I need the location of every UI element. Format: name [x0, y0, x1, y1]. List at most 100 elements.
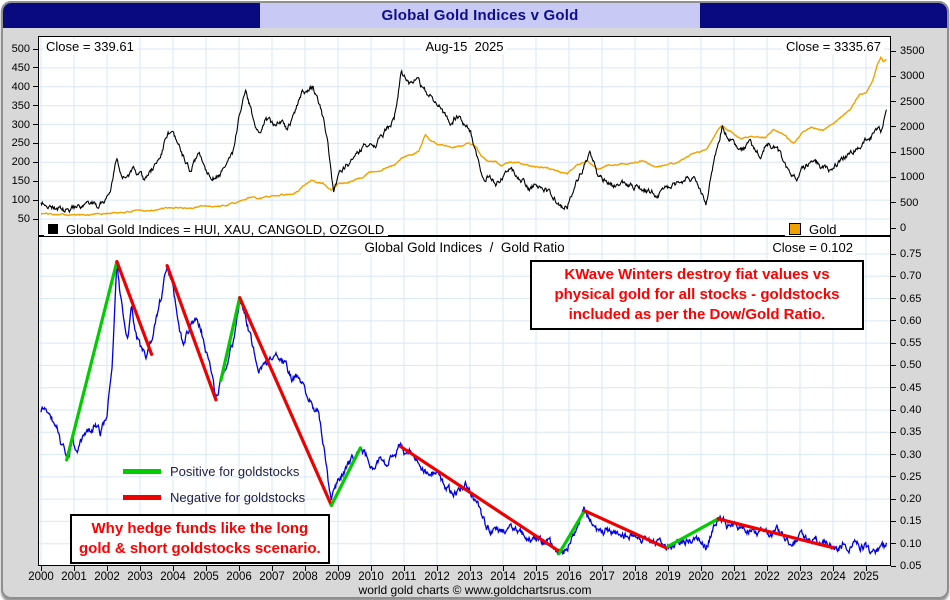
- y-axis-tick-label: 2500: [900, 95, 925, 108]
- y-tick-mark: [891, 498, 896, 500]
- x-tick-mark: [535, 566, 537, 571]
- x-tick-mark: [502, 566, 504, 571]
- x-tick-mark: [634, 566, 636, 571]
- x-tick-mark: [139, 566, 141, 571]
- gold-series-line: [40, 55, 887, 217]
- x-axis-tick-label: 2007: [259, 571, 285, 583]
- x-tick-mark: [601, 566, 603, 571]
- gold-close-label: Close = 3335.67: [38, 39, 884, 54]
- x-axis-tick-label: 2023: [787, 571, 813, 583]
- annotation-line: gold & short goldstocks scenario.: [79, 540, 321, 557]
- copyright-footer: world gold charts © www.goldchartsrus.co…: [358, 583, 592, 597]
- indices-close-label: Close = 339.61: [43, 39, 137, 54]
- y-axis-tick-label: 0.35: [900, 426, 922, 439]
- x-tick-mark: [370, 566, 372, 571]
- x-axis-tick-label: 2002: [94, 571, 120, 583]
- trend-legend-label: Positive for goldstocks: [170, 464, 300, 479]
- y-axis-tick-label: 150: [11, 175, 30, 188]
- x-axis-tick-label: 2020: [688, 571, 714, 583]
- x-tick-mark: [172, 566, 174, 571]
- positive-trend-swatch-icon: [123, 469, 161, 474]
- x-axis-tick-label: 2024: [820, 571, 846, 583]
- y-axis-tick-label: 3500: [900, 45, 925, 57]
- x-tick-mark: [799, 566, 801, 571]
- y-axis-tick-label: 0.45: [900, 381, 922, 394]
- annotation-line: included as per the Dow/Gold Ratio.: [568, 306, 826, 323]
- x-axis-tick-label: 2018: [622, 571, 648, 583]
- date-label: Aug-15 2025: [38, 39, 891, 54]
- x-tick-mark: [832, 566, 834, 571]
- x-tick-mark: [403, 566, 405, 571]
- x-axis-tick-label: 2008: [292, 571, 318, 583]
- annotation-line: physical gold for all stocks - goldstock…: [554, 286, 840, 303]
- x-tick-mark: [865, 566, 867, 571]
- indices-legend: Global Gold Indices = HUI, XAU, CANGOLD,…: [44, 222, 389, 237]
- x-axis-tick-label: 2004: [160, 571, 186, 583]
- y-tick-mark: [891, 454, 896, 456]
- y-axis-tick-label: 400: [11, 80, 30, 93]
- y-tick-mark: [891, 126, 896, 128]
- x-tick-mark: [766, 566, 768, 571]
- positive-trend-legend-item: Positive for goldstocks: [123, 464, 299, 479]
- x-axis-tick-label: 2006: [226, 571, 252, 583]
- y-axis-tick-label: 0: [900, 222, 907, 234]
- negative-trend-line: [716, 517, 835, 550]
- y-tick-mark: [891, 227, 896, 229]
- y-axis-tick-label: 350: [11, 99, 30, 112]
- y-tick-mark: [891, 151, 896, 153]
- annotation-line: KWave Winters destroy fiat values vs: [564, 266, 830, 283]
- x-axis-tick-label: 2021: [721, 571, 747, 583]
- y-tick-mark: [891, 298, 896, 300]
- x-axis-tick-label: 2015: [523, 571, 549, 583]
- title-bar-center: Global Gold Indices v Gold: [260, 3, 700, 28]
- ratio-series-line: [40, 263, 888, 557]
- annotation-line: Why hedge funds like the long: [91, 520, 309, 537]
- x-axis-tick-label: 2022: [754, 571, 780, 583]
- indices-legend-swatch-icon: [48, 224, 58, 234]
- title-bar-right-cap: [700, 3, 947, 28]
- negative-trend-line: [238, 296, 333, 507]
- negative-trend-line: [115, 260, 154, 356]
- y-axis-tick-label: 0.65: [900, 292, 922, 305]
- y-tick-mark: [33, 105, 38, 107]
- y-axis-tick-label: 200: [11, 156, 30, 169]
- y-tick-mark: [33, 180, 38, 182]
- y-axis-tick-label: 250: [11, 137, 30, 150]
- y-tick-mark: [33, 218, 38, 220]
- x-tick-mark: [469, 566, 471, 571]
- x-axis-tick-label: 2000: [28, 571, 54, 583]
- x-axis-tick-label: 2017: [589, 571, 615, 583]
- y-axis-tick-label: 0.50: [900, 359, 922, 372]
- y-axis-tick-label: 1000: [900, 171, 925, 184]
- y-tick-mark: [891, 342, 896, 344]
- y-axis-tick-label: 50: [17, 213, 30, 225]
- y-tick-mark: [33, 86, 38, 88]
- y-axis-tick-label: 1500: [900, 146, 925, 159]
- x-tick-mark: [271, 566, 273, 571]
- negative-trend-line: [582, 509, 668, 550]
- y-tick-mark: [891, 75, 896, 77]
- trend-legend-label: Negative for goldstocks: [170, 490, 306, 505]
- x-tick-mark: [568, 566, 570, 571]
- positive-trend-line: [329, 446, 362, 507]
- y-axis-tick-label: 500: [900, 196, 919, 209]
- x-tick-mark: [436, 566, 438, 571]
- y-tick-mark: [891, 520, 896, 522]
- positive-trend-line: [219, 296, 242, 383]
- y-tick-mark: [33, 124, 38, 126]
- gold-legend-swatch-icon: [789, 223, 801, 235]
- x-axis-tick-label: 2016: [556, 571, 582, 583]
- y-tick-mark: [891, 543, 896, 545]
- x-axis-tick-label: 2025: [853, 571, 879, 583]
- y-axis-tick-label: 0.60: [900, 314, 922, 327]
- top-panel-plot: [38, 36, 891, 236]
- y-axis-tick-label: 0.40: [900, 404, 922, 416]
- bottom-panel-border: [38, 236, 891, 566]
- title-bar-left-cap: [3, 3, 260, 28]
- y-axis-tick-label: 0.05: [900, 560, 922, 572]
- y-axis-tick-label: 0.75: [900, 248, 922, 260]
- kwave-annotation-box: KWave Winters destroy fiat values vs phys…: [530, 260, 864, 330]
- page-title: Global Gold Indices v Gold: [381, 7, 579, 24]
- y-axis-tick-label: 2000: [900, 120, 925, 133]
